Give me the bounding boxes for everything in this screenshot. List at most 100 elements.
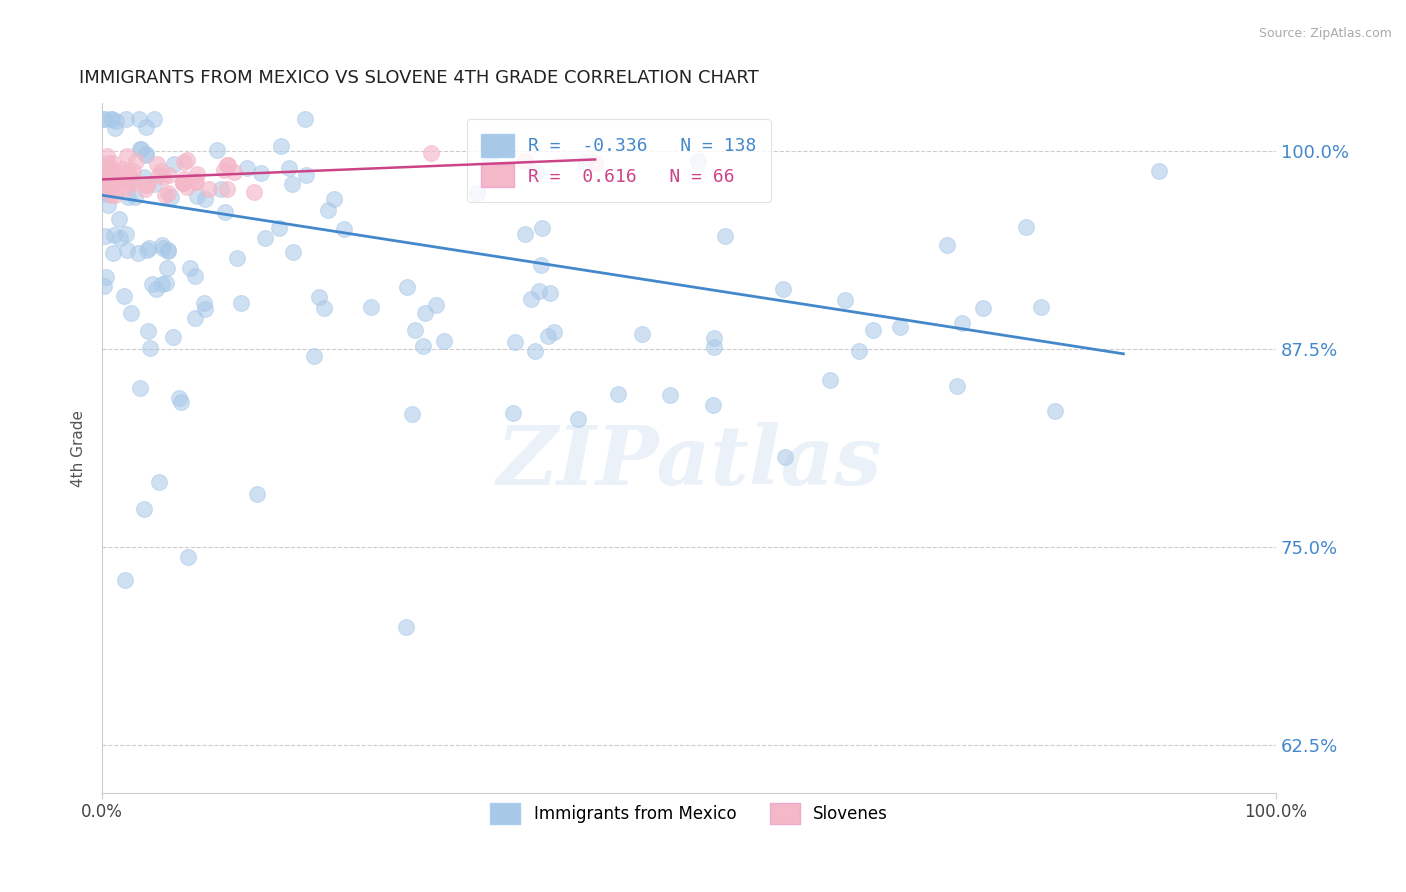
Point [97, 198, 120, 212]
Point [543, 326, 565, 340]
Point [103, 121, 125, 136]
Point [308, 290, 330, 304]
Point [425, 298, 447, 312]
Point [111, 173, 134, 187]
Point [686, 153, 709, 168]
Point [160, 190, 183, 204]
Point [97, 186, 120, 200]
Point [194, 302, 217, 317]
Point [169, 395, 191, 409]
Point [157, 168, 180, 182]
Point [93, 175, 115, 189]
Point [107, 211, 129, 226]
Point [502, 406, 524, 420]
Point [936, 238, 959, 252]
Point [91, 187, 114, 202]
Point [243, 185, 266, 199]
Point [524, 343, 547, 358]
Point [222, 165, 245, 179]
Point [143, 177, 166, 191]
Point [143, 112, 166, 127]
Point [93, 182, 115, 196]
Point [703, 331, 725, 345]
Point [270, 139, 292, 153]
Point [419, 146, 441, 161]
Point [149, 164, 172, 178]
Point [176, 180, 198, 194]
Y-axis label: 4th Grade: 4th Grade [72, 409, 86, 486]
Point [93, 173, 115, 187]
Point [583, 156, 606, 170]
Point [101, 163, 124, 178]
Point [1043, 404, 1066, 418]
Point [112, 289, 135, 303]
Point [98, 161, 121, 176]
Point [96, 269, 118, 284]
Point [93, 184, 115, 198]
Point [834, 293, 856, 307]
Point [156, 243, 179, 257]
Point [127, 246, 149, 260]
Point [118, 168, 141, 182]
Point [100, 112, 122, 127]
Point [172, 176, 194, 190]
Point [212, 163, 235, 178]
Point [91, 112, 114, 127]
Point [152, 169, 174, 184]
Point [162, 330, 184, 344]
Point [135, 120, 157, 134]
Point [156, 261, 179, 276]
Point [117, 166, 139, 180]
Point [114, 574, 136, 588]
Point [163, 157, 186, 171]
Point [404, 323, 426, 337]
Point [105, 169, 128, 184]
Point [156, 186, 179, 201]
Text: Source: ZipAtlas.com: Source: ZipAtlas.com [1258, 27, 1392, 40]
Point [205, 143, 228, 157]
Point [121, 177, 143, 191]
Point [322, 192, 344, 206]
Point [101, 112, 124, 127]
Point [100, 188, 122, 202]
Point [93, 112, 115, 127]
Point [114, 112, 136, 127]
Point [702, 398, 724, 412]
Point [538, 285, 561, 300]
Point [186, 167, 208, 181]
Point [198, 182, 221, 196]
Point [94, 158, 117, 172]
Point [217, 158, 239, 172]
Point [333, 222, 356, 236]
Point [93, 228, 115, 243]
Point [630, 326, 652, 341]
Point [211, 182, 233, 196]
Point [129, 381, 152, 395]
Point [1031, 300, 1053, 314]
Point [294, 112, 316, 127]
Point [148, 475, 170, 489]
Point [1147, 164, 1170, 178]
Point [120, 172, 142, 186]
Point [607, 386, 630, 401]
Point [214, 205, 236, 219]
Point [97, 156, 120, 170]
Point [117, 243, 139, 257]
Point [215, 182, 238, 196]
Point [135, 178, 157, 192]
Point [246, 486, 269, 500]
Point [150, 277, 173, 292]
Point [135, 147, 157, 161]
Point [862, 323, 884, 337]
Point [94, 167, 117, 181]
Point [91, 183, 114, 197]
Point [503, 335, 526, 350]
Point [125, 153, 148, 168]
Point [111, 165, 134, 179]
Point [267, 221, 290, 235]
Point [433, 334, 456, 348]
Point [703, 340, 725, 354]
Point [138, 241, 160, 255]
Point [513, 227, 536, 241]
Point [360, 300, 382, 314]
